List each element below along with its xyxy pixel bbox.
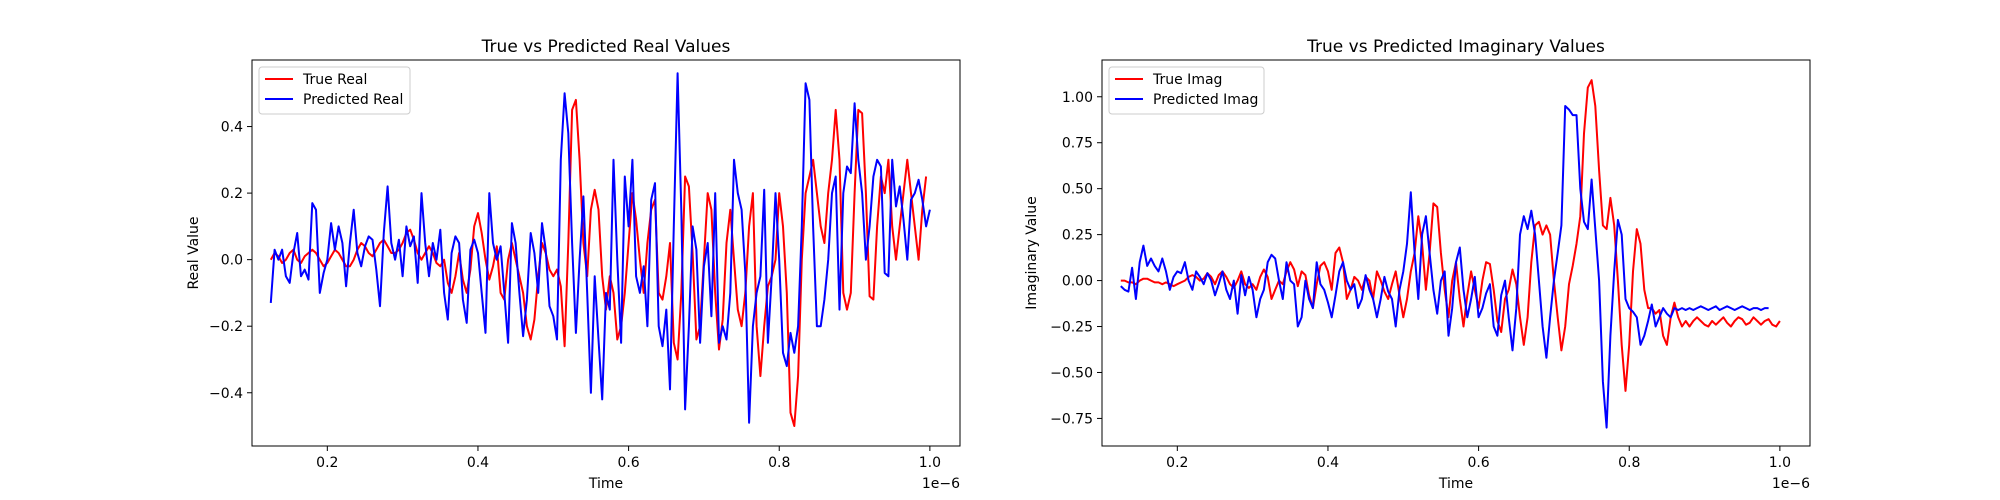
x-tick-label: 0.8 (1618, 455, 1640, 471)
chart-title: True vs Predicted Imaginary Values (1306, 37, 1605, 57)
y-axis-label: Real Value (186, 216, 202, 289)
x-tick-label: 0.6 (1467, 455, 1489, 471)
chart-title: True vs Predicted Real Values (481, 37, 731, 57)
legend-label-true-imag: True Imag (1152, 72, 1222, 88)
series-line-predicted-imag (1120, 105, 1769, 429)
series-line-true-real (269, 98, 928, 427)
y-tick-label: 1.00 (1062, 90, 1093, 106)
chart-real: True vs Predicted Real Values 0.2 0.4 0.6 0… (186, 37, 961, 492)
legend-label-predicted-imag: Predicted Imag (1153, 92, 1258, 108)
y-axis-label: Imaginary Value (1024, 196, 1040, 310)
y-tick-label: −0.50 (1050, 365, 1093, 381)
y-tick-label: 0.75 (1062, 136, 1093, 152)
y-tick-label: −0.2 (209, 319, 243, 335)
y-tick-label: 0.25 (1062, 228, 1093, 244)
legend: True Imag Predicted Imag (1108, 66, 1265, 115)
x-tick-label: 0.4 (1317, 455, 1339, 471)
y-tick-label: 0.50 (1062, 182, 1093, 198)
x-tick-label: 0.4 (467, 455, 489, 471)
x-tick-label: 0.2 (1166, 455, 1188, 471)
x-tick-label: 1.0 (919, 455, 941, 471)
axes-frame (251, 59, 961, 447)
x-tick-label: 0.2 (316, 455, 338, 471)
x-offset-label: 1e−6 (922, 476, 960, 492)
real-plot-area: 0.2 0.4 0.6 0.8 1.0 −0.4 −0.2 0.0 0.2 0.4 (209, 72, 941, 471)
x-offset-label: 1e−6 (1772, 476, 1810, 492)
legend-label-true-real: True Real (302, 72, 367, 88)
x-tick-label: 0.6 (617, 455, 639, 471)
y-tick-label: −0.75 (1050, 411, 1093, 427)
x-tick-label: 1.0 (1769, 455, 1791, 471)
legend-box (1108, 66, 1265, 115)
chart-imag: True vs Predicted Imaginary Values 0.2 0.… (1024, 37, 1811, 492)
y-tick-label: 0.0 (221, 253, 243, 269)
y-tick-label: −0.25 (1050, 320, 1093, 336)
series-line-true-imag (1120, 79, 1781, 392)
y-tick-label: 0.2 (221, 186, 243, 202)
y-tick-label: 0.00 (1062, 274, 1093, 290)
x-axis-label: Time (588, 476, 623, 492)
series-line-predicted-real (269, 72, 931, 424)
y-tick-label: −0.4 (209, 386, 243, 402)
imag-plot-area: 0.2 0.4 0.6 0.8 1.0 −0.75 −0.50 −0.25 0.00 0.25 0.… (1050, 79, 1791, 471)
legend: True Real Predicted Real (258, 66, 411, 115)
legend-box (258, 66, 411, 115)
y-tick-label: 0.4 (221, 120, 243, 136)
axes-frame (1101, 59, 1811, 447)
legend-label-predicted-real: Predicted Real (303, 92, 403, 108)
x-tick-label: 0.8 (768, 455, 790, 471)
x-axis-label: Time (1438, 476, 1473, 492)
